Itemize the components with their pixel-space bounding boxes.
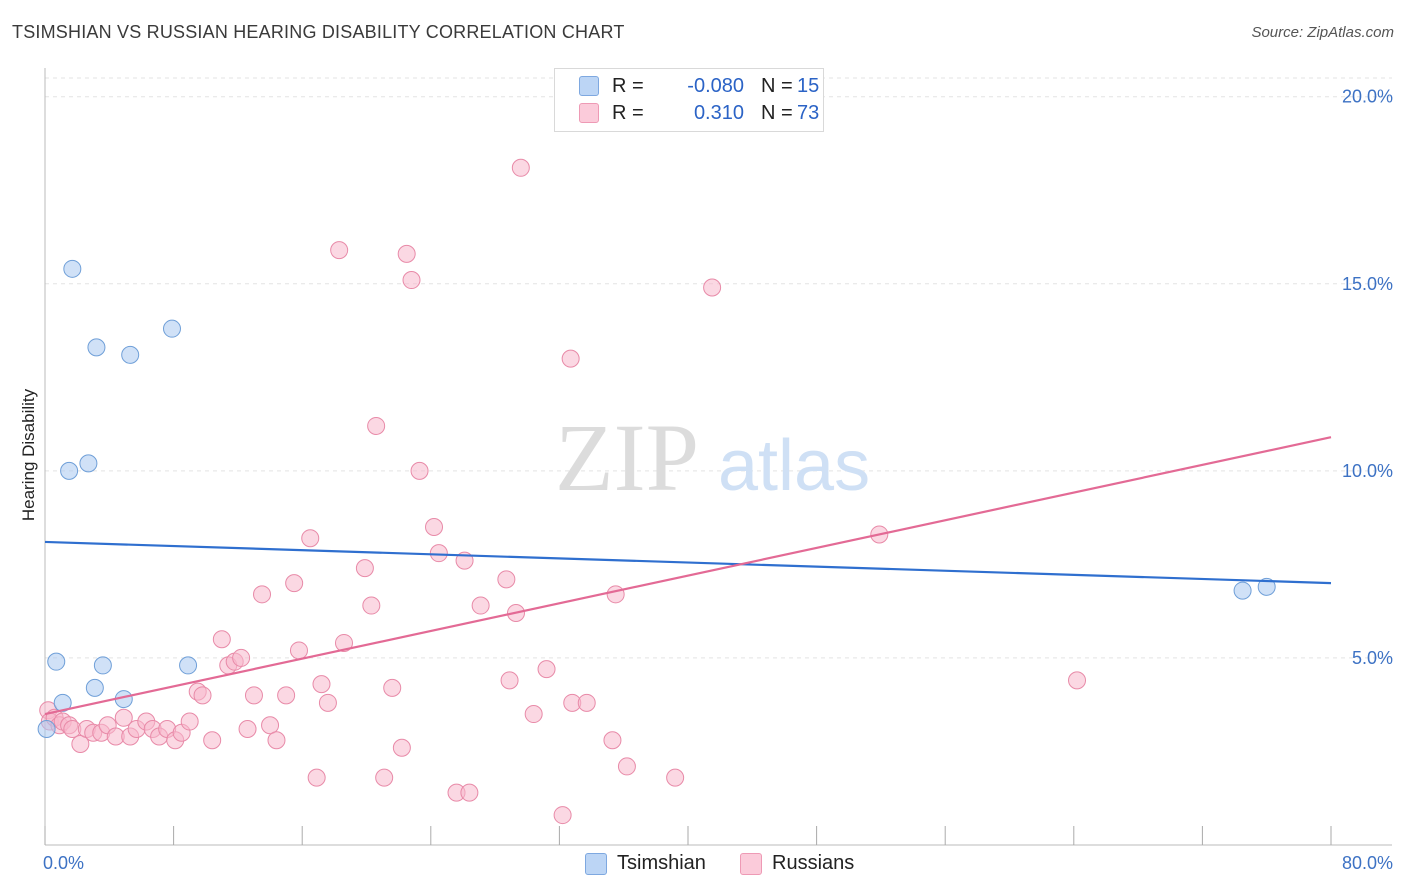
trend-lines (44, 436, 1332, 716)
legend-label-russians: Russians (772, 852, 855, 874)
trend-line-russians (44, 436, 1332, 716)
point-russians (334, 633, 353, 652)
stats-legend: R = -0.080 N = 15 R = 0.310 N = 73 (554, 68, 824, 132)
legend-n-label: N = (761, 101, 793, 124)
point-russians (553, 806, 572, 825)
point-russians (460, 783, 479, 802)
x-tick-label: 0.0% (43, 853, 84, 873)
point-russians (666, 768, 685, 787)
point-russians (267, 731, 286, 750)
point-russians (289, 641, 308, 660)
legend-n-value: 15 (797, 74, 820, 97)
point-tsimshian (179, 656, 198, 675)
point-russians (203, 731, 222, 750)
legend-r-label: R = (612, 74, 644, 97)
legend-swatch-russians (740, 852, 762, 875)
point-tsimshian (162, 319, 181, 338)
point-russians (703, 278, 722, 297)
data-points (37, 158, 1276, 825)
legend-label-tsimshian: Tsimshian (617, 852, 706, 874)
point-russians (577, 693, 596, 712)
point-russians (402, 271, 421, 290)
y-tick-label: 10.0% (1342, 461, 1393, 481)
point-russians (330, 241, 349, 260)
point-russians (180, 712, 199, 731)
point-russians (1068, 671, 1087, 690)
point-russians (397, 244, 416, 263)
tick-labels: 5.0% 10.0% 15.0% 20.0% 0.0% 80.0% (43, 87, 1393, 873)
point-tsimshian (37, 720, 56, 739)
point-tsimshian (1257, 577, 1276, 596)
y-tick-label: 20.0% (1342, 87, 1393, 107)
legend-item-russians[interactable]: Russians (740, 852, 854, 875)
point-tsimshian (121, 345, 140, 364)
point-russians (537, 660, 556, 679)
point-russians (425, 517, 444, 536)
x-tick-label: 80.0% (1342, 853, 1393, 873)
legend-swatch-russians (579, 103, 599, 123)
point-russians (277, 686, 296, 705)
point-russians (244, 686, 263, 705)
point-russians (261, 716, 280, 735)
point-russians (511, 158, 530, 177)
point-russians (285, 574, 304, 593)
point-russians (392, 738, 411, 757)
watermark: ZIP atlas (555, 404, 870, 511)
point-russians (561, 349, 580, 368)
point-tsimshian (47, 652, 66, 671)
source-label: Source: ZipAtlas.com (1251, 24, 1394, 41)
point-russians (410, 461, 429, 480)
point-russians (312, 675, 331, 694)
point-russians (232, 648, 251, 667)
point-russians (383, 678, 402, 697)
point-tsimshian (79, 454, 98, 473)
point-tsimshian (87, 338, 106, 357)
point-russians (429, 544, 448, 563)
point-russians (193, 686, 212, 705)
point-tsimshian (1233, 581, 1252, 600)
point-russians (318, 693, 337, 712)
legend-r-label: R = (612, 101, 644, 124)
point-russians (500, 671, 519, 690)
legend-n-value: 73 (797, 101, 820, 124)
point-russians (253, 585, 272, 604)
point-russians (603, 731, 622, 750)
legend-swatch-tsimshian (585, 852, 607, 875)
watermark-zip: ZIP (555, 404, 699, 511)
point-russians (471, 596, 490, 615)
point-russians (375, 768, 394, 787)
legend-swatch-tsimshian (579, 76, 599, 96)
point-tsimshian (93, 656, 112, 675)
legend-n-label: N = (761, 74, 793, 97)
point-tsimshian (63, 259, 82, 278)
point-russians (617, 757, 636, 776)
watermark-atlas: atlas (718, 426, 870, 506)
point-russians (71, 734, 90, 753)
point-tsimshian (60, 461, 79, 480)
chart-title: TSIMSHIAN VS RUSSIAN HEARING DISABILITY … (12, 22, 625, 42)
point-russians (606, 585, 625, 604)
trend-line-tsimshian (44, 540, 1332, 585)
y-tick-label: 15.0% (1342, 274, 1393, 294)
point-russians (524, 705, 543, 724)
gridlines (45, 77, 1392, 659)
point-russians (355, 559, 374, 578)
point-russians (362, 596, 381, 615)
point-russians (238, 720, 257, 739)
point-russians (212, 630, 231, 649)
point-russians (301, 529, 320, 548)
point-russians (114, 708, 133, 727)
legend-r-value: 0.310 (693, 101, 744, 124)
point-russians (497, 570, 516, 589)
y-tick-label: 5.0% (1352, 648, 1393, 668)
point-russians (307, 768, 326, 787)
legend-item-tsimshian[interactable]: Tsimshian (585, 852, 706, 875)
legend-r-value: -0.080 (687, 74, 744, 97)
point-tsimshian (85, 678, 104, 697)
point-russians (367, 416, 386, 435)
y-axis-label: Hearing Disability (19, 388, 38, 521)
